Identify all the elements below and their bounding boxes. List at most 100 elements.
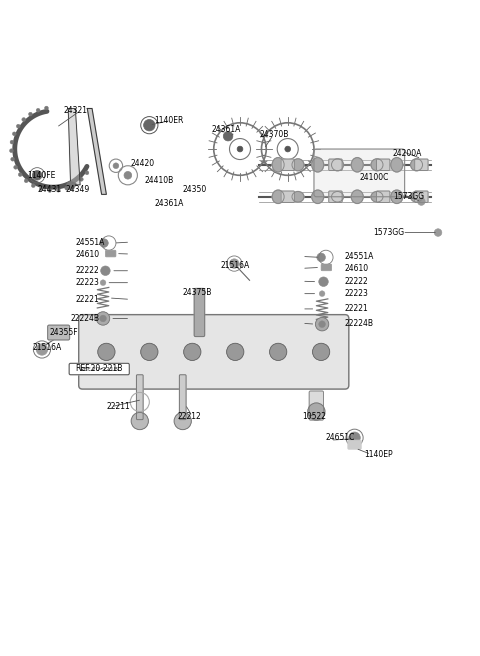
Circle shape [285,146,290,152]
Circle shape [18,173,22,176]
Text: 24200A: 24200A [393,150,422,158]
Ellipse shape [391,190,403,203]
Text: 22223: 22223 [75,278,99,287]
Text: 21516A: 21516A [221,262,250,270]
FancyBboxPatch shape [281,191,294,203]
Ellipse shape [332,192,344,202]
Circle shape [229,259,239,268]
FancyBboxPatch shape [180,375,186,420]
Text: 22224B: 22224B [345,319,374,328]
Ellipse shape [410,159,422,171]
Circle shape [14,165,18,169]
Text: 24350: 24350 [183,185,207,194]
Text: 24361A: 24361A [211,125,241,134]
Ellipse shape [292,159,304,171]
Ellipse shape [272,190,284,203]
Circle shape [39,187,43,191]
Text: 24361A: 24361A [154,199,183,209]
Circle shape [270,343,287,360]
Circle shape [100,239,108,247]
Text: 22211: 22211 [107,402,130,411]
Text: REF.20-221B: REF.20-221B [75,364,123,373]
Circle shape [227,343,244,360]
FancyBboxPatch shape [136,375,143,420]
FancyBboxPatch shape [314,149,405,197]
Circle shape [319,321,325,327]
Circle shape [100,280,106,285]
Circle shape [308,403,325,420]
Circle shape [113,163,119,169]
Text: 24100C: 24100C [360,173,389,182]
Text: 22221: 22221 [75,295,99,304]
Circle shape [24,179,28,183]
Circle shape [31,184,35,188]
Text: 22223: 22223 [345,289,369,298]
Text: 22221: 22221 [345,304,369,314]
Ellipse shape [312,190,324,203]
Text: 1573GG: 1573GG [393,192,424,201]
Circle shape [96,312,110,325]
Circle shape [33,171,42,180]
Polygon shape [68,108,80,185]
Circle shape [79,177,83,181]
Text: 24370B: 24370B [259,131,288,139]
FancyBboxPatch shape [348,440,361,449]
Text: 1140EP: 1140EP [364,450,393,459]
Text: 21516A: 21516A [33,342,61,352]
Circle shape [237,146,243,152]
Circle shape [174,413,192,430]
Circle shape [72,182,76,186]
FancyBboxPatch shape [376,159,390,171]
FancyBboxPatch shape [329,191,342,203]
Ellipse shape [272,157,284,172]
Circle shape [22,117,25,121]
Text: 24355F: 24355F [49,328,78,337]
FancyBboxPatch shape [281,159,294,171]
Text: 24420: 24420 [130,159,155,168]
Ellipse shape [312,157,324,172]
Text: 22212: 22212 [178,412,202,420]
Circle shape [28,112,32,116]
Circle shape [10,149,13,153]
Circle shape [319,277,328,287]
Text: 1573GG: 1573GG [373,228,405,237]
Circle shape [184,343,201,360]
Text: 24431: 24431 [37,185,61,194]
Ellipse shape [351,190,363,203]
Circle shape [100,315,107,322]
Circle shape [434,229,442,236]
Circle shape [36,108,40,112]
FancyBboxPatch shape [194,289,204,337]
Circle shape [45,106,48,110]
Text: 22222: 22222 [345,277,369,286]
Circle shape [48,188,52,192]
Circle shape [141,343,158,360]
Circle shape [124,171,132,179]
Circle shape [36,344,48,355]
FancyBboxPatch shape [321,264,332,271]
Text: 24610: 24610 [75,249,99,258]
Text: REF.20-221B: REF.20-221B [80,367,119,371]
Circle shape [418,197,425,205]
Circle shape [317,253,325,262]
FancyBboxPatch shape [415,159,428,171]
Text: 24651C: 24651C [326,433,355,442]
Circle shape [131,413,148,430]
Text: 1140FE: 1140FE [28,171,56,180]
Circle shape [98,343,115,360]
Ellipse shape [410,192,422,202]
Circle shape [57,188,60,192]
FancyBboxPatch shape [415,191,428,203]
Text: 10522: 10522 [302,412,326,420]
Text: 24610: 24610 [345,264,369,273]
Circle shape [65,186,69,190]
Circle shape [144,119,155,131]
Circle shape [16,124,20,128]
Circle shape [349,432,360,443]
Circle shape [85,171,89,174]
FancyBboxPatch shape [376,191,390,203]
FancyBboxPatch shape [329,159,342,171]
FancyBboxPatch shape [309,391,324,420]
Text: 24349: 24349 [66,185,90,194]
FancyBboxPatch shape [48,325,70,340]
